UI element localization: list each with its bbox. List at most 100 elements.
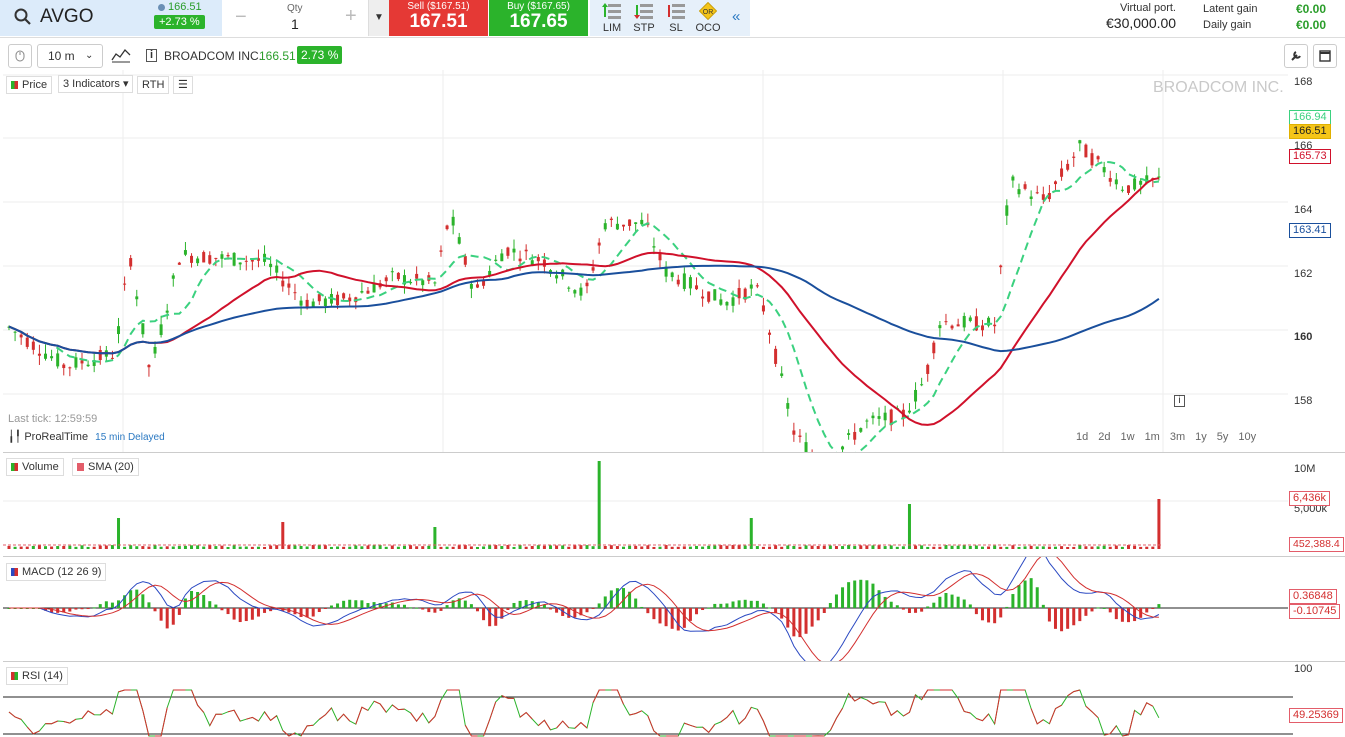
macd-histogram-bar [1139, 608, 1143, 618]
candle-body [1096, 156, 1100, 160]
volume-bar [80, 545, 84, 549]
sma-tag[interactable]: SMA (20) [72, 458, 139, 476]
volume-bar [579, 545, 583, 549]
price-tag[interactable]: Price [6, 76, 53, 94]
chart-type-button[interactable] [108, 44, 134, 66]
volume-bar [1096, 546, 1100, 549]
stop-order-button[interactable]: STP [629, 0, 659, 36]
price-chart[interactable] [3, 70, 1288, 452]
increase-qty-button[interactable]: + [345, 5, 357, 27]
macd-histogram-bar [317, 608, 321, 612]
volume-bar [305, 546, 309, 549]
volume-bar [342, 546, 346, 549]
volume-bar [676, 546, 680, 549]
range-2d[interactable]: 2d [1098, 431, 1111, 443]
candle-body [305, 299, 309, 308]
oco-order-button[interactable]: OR OCO [693, 0, 723, 36]
range-1w[interactable]: 1w [1120, 431, 1135, 443]
candles-icon: ╽╿ [8, 431, 22, 443]
volume-bar [439, 546, 443, 549]
candle-body [202, 252, 206, 263]
macd-histogram-bar [731, 601, 735, 608]
candle-body [889, 409, 893, 426]
macd-histogram-bar [342, 600, 346, 608]
macd-histogram-bar [993, 608, 997, 624]
drag-handle-button[interactable] [8, 44, 32, 68]
interval-select[interactable]: 10 m ⌄ [37, 44, 103, 68]
candle-body [859, 428, 863, 432]
macd-histogram-bar [1035, 587, 1039, 608]
limit-order-button[interactable]: LIM [597, 0, 627, 36]
quantity-stepper[interactable]: − Qty 1 + [223, 0, 369, 36]
volume-chart[interactable] [3, 453, 1288, 555]
volume-bar [323, 545, 327, 549]
volume-bar [968, 545, 972, 549]
macd-histogram-bar [871, 583, 875, 608]
volume-bar [463, 545, 467, 549]
rth-toggle[interactable]: RTH [137, 76, 170, 94]
range-3m[interactable]: 3m [1169, 431, 1186, 443]
macd-histogram-bar [1102, 607, 1106, 609]
info-icon[interactable]: i [146, 49, 157, 62]
indicators-dropdown[interactable]: 3 Indicators ▾ [58, 75, 134, 93]
maximize-button[interactable] [1313, 44, 1337, 68]
interval-value: 10 m [48, 49, 75, 63]
volume-bar [567, 546, 571, 549]
macd-histogram-bar [786, 608, 790, 628]
collapse-panel-button[interactable]: « [732, 8, 741, 25]
settings-button[interactable] [1284, 44, 1308, 68]
decrease-qty-button[interactable]: − [235, 6, 247, 28]
candle-body [1072, 156, 1076, 158]
range-1d[interactable]: 1d [1076, 431, 1089, 443]
candle-body [804, 442, 808, 452]
last-tick: Last tick: 12:59:59 [8, 413, 98, 425]
volume-bar [573, 545, 577, 549]
volume-bar [1011, 545, 1015, 549]
macd-histogram-bar [968, 604, 972, 608]
range-1y[interactable]: 1y [1195, 431, 1207, 443]
list-icon[interactable]: ☰ [173, 76, 193, 94]
range-5y[interactable]: 5y [1216, 431, 1229, 443]
macd-histogram-bar [518, 600, 522, 608]
macd-pane[interactable]: MACD (12 26 9) [3, 556, 1345, 661]
candle-body [944, 321, 948, 323]
volume-bar [232, 545, 236, 549]
candle-body [865, 420, 869, 422]
rsi-tag[interactable]: RSI (14) [6, 667, 68, 685]
info-icon[interactable]: i [1174, 395, 1185, 407]
sell-button[interactable]: Sell ($167.51) 167.51 [389, 0, 488, 36]
buy-button[interactable]: Buy ($167.65) 167.65 [489, 0, 588, 36]
macd-histogram-bar [591, 608, 595, 609]
price-pane[interactable]: BROADCOM INC. Price 3 Indicators ▾ RTH ☰… [3, 70, 1345, 452]
macd-histogram-bar [433, 608, 437, 613]
qty-input[interactable]: 1 [291, 16, 299, 32]
order-options-dropdown[interactable]: ▼ [369, 0, 389, 36]
volume-pane[interactable]: Volume SMA (20) [3, 452, 1345, 555]
symbol-panel[interactable]: AVGO 166.51 +2.73 % [0, 0, 222, 36]
search-icon[interactable] [14, 8, 32, 26]
macd-tag[interactable]: MACD (12 26 9) [6, 563, 107, 581]
symbol-ticker[interactable]: AVGO [40, 6, 94, 27]
candle-body [1114, 179, 1118, 185]
delay-label: 15 min Delayed [95, 432, 165, 443]
price-tag-label: Price [22, 79, 48, 91]
macd-chart[interactable] [3, 557, 1345, 661]
ema-fast-line [8, 160, 1160, 452]
volume-bar [506, 545, 510, 549]
range-1m[interactable]: 1m [1144, 431, 1160, 443]
candle-body [190, 255, 194, 263]
candle-body [482, 280, 486, 286]
ema-price-box: 166.94 [1289, 110, 1331, 125]
volume-tag[interactable]: Volume [6, 458, 64, 476]
candle-body [1145, 175, 1149, 184]
rsi-pane[interactable]: RSI (14) [3, 661, 1345, 737]
range-10y[interactable]: 10y [1238, 431, 1257, 443]
volume-bar [695, 545, 699, 549]
buy-price: 167.65 [509, 11, 568, 32]
rsi-chart[interactable] [3, 662, 1345, 737]
stop-limit-order-button[interactable]: SL [661, 0, 691, 36]
volume-bar [86, 546, 90, 549]
volume-bar [44, 546, 48, 549]
candle-body [664, 266, 668, 277]
macd-histogram-bar [707, 607, 711, 609]
